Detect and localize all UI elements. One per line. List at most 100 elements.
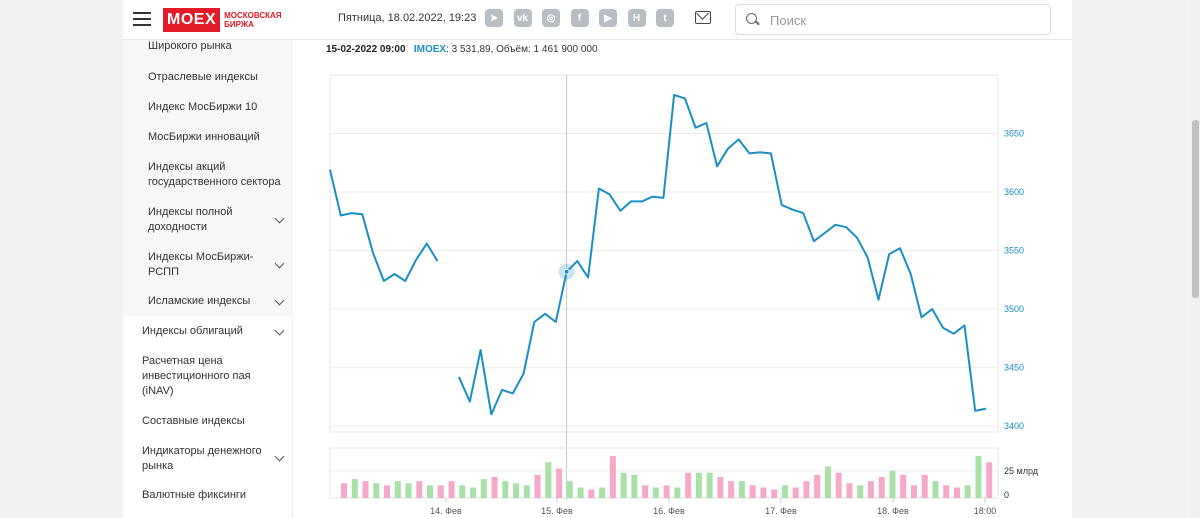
y-tick-label: 3500 [1004, 304, 1024, 314]
sidebar-subitem[interactable]: Отраслевые индексы [148, 71, 258, 83]
chart-ticker: IMOEX [413, 44, 447, 55]
volume-bar [953, 487, 960, 498]
imoex-series-line [329, 93, 987, 416]
volume-bar [341, 483, 347, 498]
logo-subtitle: МОСКОВСКАЯ БИРЖА [224, 11, 282, 29]
facebook-icon[interactable]: f [570, 9, 589, 27]
volume-bar [695, 472, 702, 498]
volume-bar [824, 466, 831, 498]
x-tick-label: 18:00 [974, 506, 997, 516]
menu-icon[interactable] [133, 12, 151, 26]
sidebar: Широкого рынка Отраслевые индексы Индекс… [123, 40, 293, 518]
volume-bar [781, 485, 788, 498]
volume-bar [642, 485, 649, 498]
volume-bar [416, 481, 423, 498]
sidebar-item[interactable]: Индексы облигаций [142, 325, 243, 337]
sidebar-subitem[interactable]: МосБиржи инноваций [148, 131, 260, 143]
volume-bar [857, 485, 864, 498]
sidebar-item[interactable]: Валютные фиксинги [142, 489, 247, 501]
hover-point [563, 268, 570, 275]
volume-bar [394, 481, 401, 498]
sidebar-submenu [123, 40, 293, 316]
volume-bar [545, 462, 552, 498]
volume-bar [663, 485, 670, 498]
volume-bar [867, 481, 874, 498]
sidebar-subitem[interactable]: Широкого рынка [148, 40, 232, 52]
volume-bar [523, 485, 530, 498]
x-tick-label: 15. Фев [541, 506, 573, 516]
volume-bar [964, 485, 971, 498]
sidebar-subitem[interactable]: Индексы акций государственного сектора [148, 161, 281, 188]
volume-bar [846, 483, 853, 498]
moex-logo[interactable]: MOEX МОСКОВСКАЯ БИРЖА [163, 8, 284, 32]
sidebar-subitem[interactable]: Индексы МосБиржи-РСПП [148, 251, 254, 278]
volume-bar [792, 487, 799, 498]
sidebar-subitem[interactable]: Индексы полной доходности [148, 206, 233, 233]
logo-text: MOEX [163, 8, 221, 32]
volume-bar [986, 462, 993, 498]
search-icon [746, 13, 757, 24]
volume-bar [803, 481, 810, 498]
sidebar-item[interactable]: Индикаторы денежного рынка [142, 445, 262, 472]
volume-bar [878, 477, 885, 498]
chart-datetime: 15-02-2022 09:00 [326, 44, 406, 55]
volume-bar [534, 474, 541, 498]
volume-tick-label: 25 млрд [1004, 466, 1039, 476]
volume-bar [814, 474, 821, 498]
x-tick-label: 14. Фев [430, 506, 462, 516]
volume-bar [889, 470, 896, 498]
volume-bar [577, 487, 584, 498]
instagram-icon[interactable]: ◎ [542, 9, 560, 27]
youtube-icon[interactable]: ▶ [599, 9, 617, 27]
sidebar-subitem[interactable]: Исламские индексы [148, 295, 251, 307]
volume-bar [373, 483, 380, 498]
top-bar: MOEX МОСКОВСКАЯ БИРЖА Пятница, 18.02.202… [123, 0, 1072, 40]
sidebar-item[interactable]: Составные индексы [142, 415, 245, 427]
search-input[interactable] [770, 11, 1040, 29]
volume-bar [556, 468, 563, 498]
volume-bar [900, 474, 907, 498]
volume-bar [502, 481, 509, 498]
volume-tick-label: 0 [1004, 490, 1009, 500]
volume-bar [566, 481, 573, 498]
volume-bar [910, 485, 917, 498]
mail-icon[interactable] [695, 11, 711, 24]
volume-bar [513, 483, 520, 498]
telegram-icon[interactable]: ➤ [485, 9, 503, 27]
x-tick-label: 16. Фев [653, 506, 685, 516]
plot-area [329, 74, 999, 433]
sidebar-subitem[interactable]: Индекс МосБиржи 10 [148, 101, 258, 113]
volume-bar [448, 481, 455, 498]
volume-bar [674, 487, 681, 498]
volume-bar [738, 481, 745, 498]
volume-bar [459, 485, 466, 498]
sidebar-item[interactable]: Расчетная цена инвестиционного пая (iNAV… [142, 355, 251, 397]
volume-bar [835, 472, 842, 498]
volume-bar [362, 481, 369, 498]
volume-bar [760, 487, 767, 498]
scrollbar-thumb[interactable] [1192, 120, 1199, 298]
volume-bar [480, 479, 487, 498]
habr-icon[interactable]: H [627, 9, 646, 27]
y-tick-label: 3600 [1004, 187, 1024, 197]
x-tick-label: 17. Фев [765, 506, 797, 516]
volume-bar [771, 489, 778, 498]
x-tick-label: 18. Фев [877, 506, 909, 516]
y-tick-label: 3550 [1004, 246, 1024, 256]
twitter-icon[interactable]: t [656, 9, 674, 27]
volume-bar [932, 481, 939, 498]
volume-bar [975, 456, 982, 498]
volume-bar [652, 487, 659, 498]
y-tick-label: 3450 [1004, 363, 1024, 373]
vk-icon[interactable]: vk [513, 9, 532, 27]
volume-bar [491, 477, 498, 498]
chart-value-text: : 3 531,89, Объём: 1 461 900 000 [446, 44, 598, 55]
volume-bar [405, 483, 412, 498]
y-tick-label: 3650 [1004, 129, 1024, 139]
volume-bar [351, 479, 358, 498]
volume-bar [384, 485, 391, 498]
search-box [735, 4, 1051, 35]
volume-bar [437, 485, 444, 498]
chart-tooltip-header: 15-02-2022 09:00 IMOEX: 3 531,89, Объём:… [326, 44, 598, 55]
